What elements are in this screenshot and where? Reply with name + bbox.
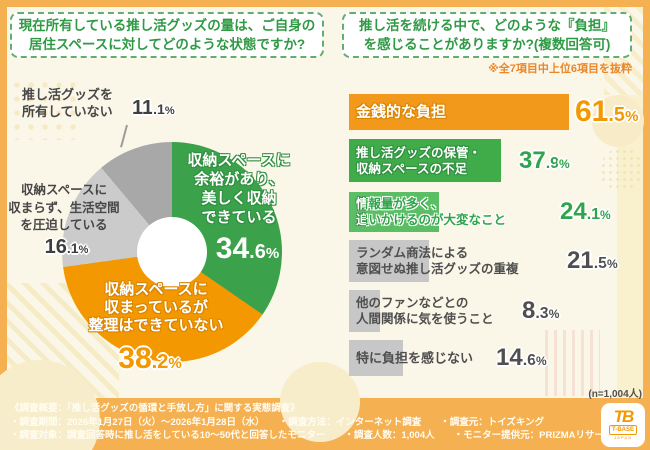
bar-row-information: 情報量が多く、 追いかけるのが大変なこと 情報量が多く、 追いかけるのが大変なこ… <box>349 192 642 232</box>
pie-label-no-goods: 推し活グッズを 所有していない <box>22 87 114 119</box>
bar-label-duplicates: ランダム商法による 意図せぬ推し活グッズの重複 <box>356 246 519 276</box>
bar-chart-note: ※全7項目中上位6項目を抜粋 <box>488 63 632 75</box>
question-box-left: 現在所有している推し活グッズの量は、ご自身の 居住スペースに対してどのような状態… <box>10 12 324 58</box>
pie-label-neatly-stored: 収納スペースに 余裕があり、 美しく収納 できている <box>187 152 291 226</box>
bar-duplicates <box>349 240 429 282</box>
bar-label-storage: 推し活グッズの保管・ 収納スペースの不足 <box>356 145 482 176</box>
pie-label-overflowing: 収納スペースに 収まらず、生活空間 を圧迫している <box>8 183 120 232</box>
bar-label-money: 金銭的な負担 <box>356 103 447 121</box>
survey-overview-line2: ・調査期間：2026年1月27日（火）〜2026年1月28日（水） ・調査方法：… <box>10 416 545 428</box>
question-left-line1: 現在所有している推し活グッズの量は、ご自身の <box>18 18 316 33</box>
tbase-monogram-icon: TB <box>613 407 635 426</box>
survey-overview-line1: 《調査概要：「推し活グッズの循環と手放し方」に関する実態調査》 <box>10 403 300 414</box>
pie-value-no-goods: 11.1% <box>132 97 175 119</box>
bar-value-duplicates: 21.5% <box>567 247 618 274</box>
bar-value-no-burden: 14.6% <box>496 344 547 371</box>
pie-value-unorganized: 38.2% <box>118 342 182 375</box>
bar-information <box>349 192 439 232</box>
question-left-line2: 居住スペースに対してどのような状態ですか? <box>28 37 306 52</box>
bar-row-no-burden: 特に負担を感じない 14.6% <box>349 340 642 376</box>
bar-label-no-burden: 特に負担を感じない <box>356 350 474 366</box>
bar-relationships <box>349 290 380 332</box>
bar-row-money: 金銭的な負担 61.5% <box>349 94 642 130</box>
question-right-line1: 推し活を続ける中で、どのような『負担』 <box>359 18 615 33</box>
bar-money <box>349 94 569 130</box>
survey-overview-line3: ・調査対象：調査回答時に推し活をしている10〜50代と回答したモニター ・調査人… <box>10 430 614 441</box>
sample-size-note: (n=1,004人) <box>588 389 642 400</box>
question-box-right: 推し活を続ける中で、どのような『負担』 を感じることがありますか?(複数回答可) <box>342 12 632 58</box>
bar-row-storage: 推し活グッズの保管・ 収納スペースの不足 37.9% <box>349 139 642 182</box>
pie-value-neatly-stored: 34.6% <box>215 232 280 265</box>
bar-storage <box>349 139 501 182</box>
pie-value-overflowing: 16.1% <box>44 236 89 258</box>
pie-label-unorganized: 収納スペースに 収まっているが 整理はできていない <box>88 281 224 334</box>
donut-hole <box>137 217 207 287</box>
bar-value-storage: 37.9% <box>519 146 570 174</box>
bar-label-information-green-layer: 情報量が多く、 追いかけるのが大変なこと <box>356 197 507 227</box>
bar-row-relationships: 他のファンなどとの 人間関係に気を使うこと 8.3% <box>349 290 642 332</box>
bar-label-relationships: 他のファンなどとの 人間関係に気を使うこと <box>356 296 494 326</box>
tbase-logo: TB T-BASE JAPAN <box>601 403 645 447</box>
survey-overview: 《調査概要：「推し活グッズの循環と手放し方」に関する実態調査》 ・調査期間：20… <box>10 402 614 443</box>
tbase-logo-name: T-BASE <box>608 425 637 435</box>
question-right-line2: を感じることがありますか?(複数回答可) <box>363 37 611 52</box>
bar-value-money: 61.5% <box>575 95 639 128</box>
bar-label-information-white-layer: 情報量が多く、 追いかけるのが大変なこと <box>356 196 366 228</box>
bar-row-duplicates: ランダム商法による 意図せぬ推し活グッズの重複 21.5% <box>349 240 642 282</box>
bar-value-information: 24.1% <box>560 198 611 225</box>
tbase-logo-country: JAPAN <box>613 435 633 440</box>
bar-value-relationships: 8.3% <box>522 297 560 324</box>
